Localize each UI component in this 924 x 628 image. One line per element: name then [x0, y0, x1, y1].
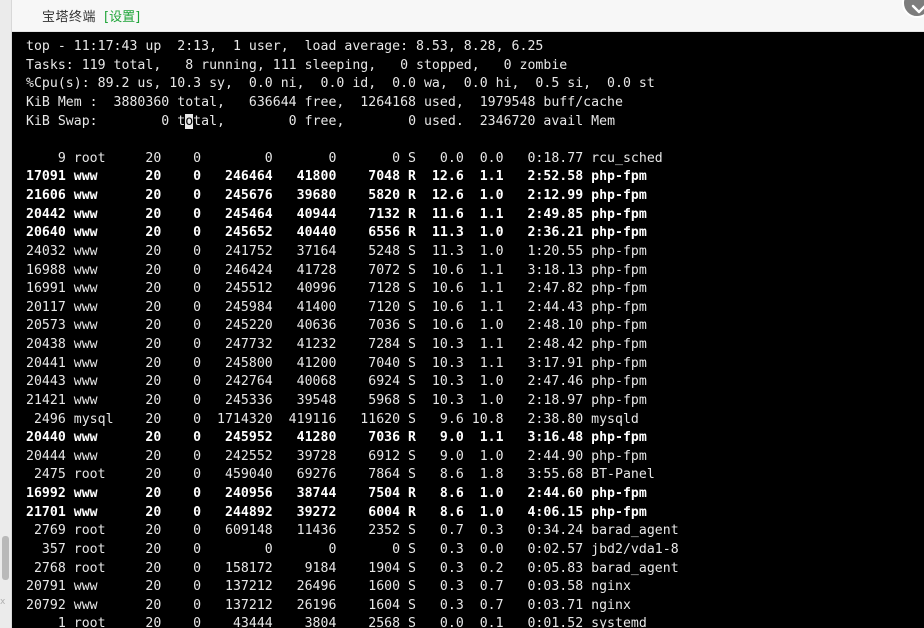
process-row: 16991 www 20 0 245512 40996 7128 S 10.6 … [26, 281, 647, 297]
process-row: 24032 www 20 0 241752 37164 5248 S 11.3 … [26, 243, 647, 259]
process-row: 2496 mysql 20 0 1714320 419116 11620 S 9… [26, 411, 639, 427]
window-title: 宝塔终端 [42, 10, 97, 25]
process-row: 20443 www 20 0 242764 40068 6924 S 10.3 … [26, 374, 647, 390]
top-cpu-line: %Cpu(s): 89.2 us, 10.3 sy, 0.0 ni, 0.0 i… [26, 76, 655, 92]
process-row: 20438 www 20 0 247732 41232 7284 S 10.3 … [26, 337, 647, 352]
process-row: 1 root 20 0 43444 3804 2568 S 0.0 0.1 0:… [26, 616, 647, 628]
process-row: 21606 www 20 0 245676 39680 5820 R 12.6 … [26, 188, 647, 203]
gutter-mark: x [0, 597, 6, 607]
process-row: 2475 root 20 0 459040 69276 7864 S 8.6 1… [26, 467, 655, 483]
window-titlebar: 宝塔终端 [设置] [12, 0, 924, 32]
process-row: 20117 www 20 0 245984 41400 7120 S 10.6 … [26, 299, 647, 315]
top-swap-line: KiB Swap: 0 total, 0 free, 0 used. 23467… [26, 113, 924, 132]
blank-line [26, 131, 924, 150]
top-uptime-line: top - 11:17:43 up 2:13, 1 user, load ave… [26, 39, 544, 54]
process-row: 9 root 20 0 0 0 0 S 0.0 0.0 0:18.77 rcu_… [26, 150, 663, 166]
top-mem-line: KiB Mem : 3880360 total, 636644 free, 12… [26, 94, 623, 110]
process-list: 9 root 20 0 0 0 0 S 0.0 0.0 0:18.77 rcu_… [26, 150, 924, 628]
process-row: 20792 www 20 0 137212 26196 1604 S 0.3 0… [26, 597, 631, 613]
left-gutter: x [0, 0, 12, 628]
process-row: 16992 www 20 0 240956 38744 7504 R 8.6 1… [26, 486, 647, 501]
terminal-cursor: o [185, 113, 194, 129]
swap-text-before-cursor: KiB Swap: 0 t [26, 113, 186, 129]
process-row: 20440 www 20 0 245952 41280 7036 R 9.0 1… [26, 430, 647, 446]
process-row: 20791 www 20 0 137212 26496 1600 S 0.3 0… [26, 579, 631, 595]
process-row: 2768 root 20 0 158172 9184 1904 S 0.3 0.… [26, 560, 679, 576]
terminal-output[interactable]: top - 11:17:43 up 2:13, 1 user, load ave… [12, 32, 924, 628]
process-row: 20573 www 20 0 245220 40636 7036 S 10.6 … [26, 318, 647, 334]
process-row: 2769 root 20 0 609148 11436 2352 S 0.7 0… [26, 523, 679, 539]
page-scrollbar-thumb[interactable] [2, 536, 9, 580]
process-row: 20442 www 20 0 245464 40944 7132 R 11.6 … [26, 206, 647, 222]
settings-link[interactable]: [设置] [104, 10, 141, 25]
process-row: 20441 www 20 0 245800 41200 7040 S 10.3 … [26, 355, 647, 371]
process-row: 17091 www 20 0 246464 41800 7048 R 12.6 … [26, 169, 647, 185]
process-row: 20444 www 20 0 242552 39728 6912 S 9.0 1… [26, 448, 647, 464]
swap-text-after-cursor: tal, 0 free, 0 used. 2346720 avail Mem [193, 113, 616, 129]
process-row: 21701 www 20 0 244892 39272 6004 R 8.6 1… [26, 504, 647, 520]
process-row: 357 root 20 0 0 0 0 S 0.3 0.0 0:02.57 jb… [26, 541, 679, 557]
process-row: 16988 www 20 0 246424 41728 7072 S 10.6 … [26, 262, 647, 278]
process-row: 20640 www 20 0 245652 40440 6556 R 11.3 … [26, 225, 647, 241]
chevron-collapse-icon[interactable] [902, 0, 924, 18]
process-row: 21421 www 20 0 245336 39548 5968 S 10.3 … [26, 392, 647, 408]
top-tasks-line: Tasks: 119 total, 8 running, 111 sleepin… [26, 57, 568, 73]
